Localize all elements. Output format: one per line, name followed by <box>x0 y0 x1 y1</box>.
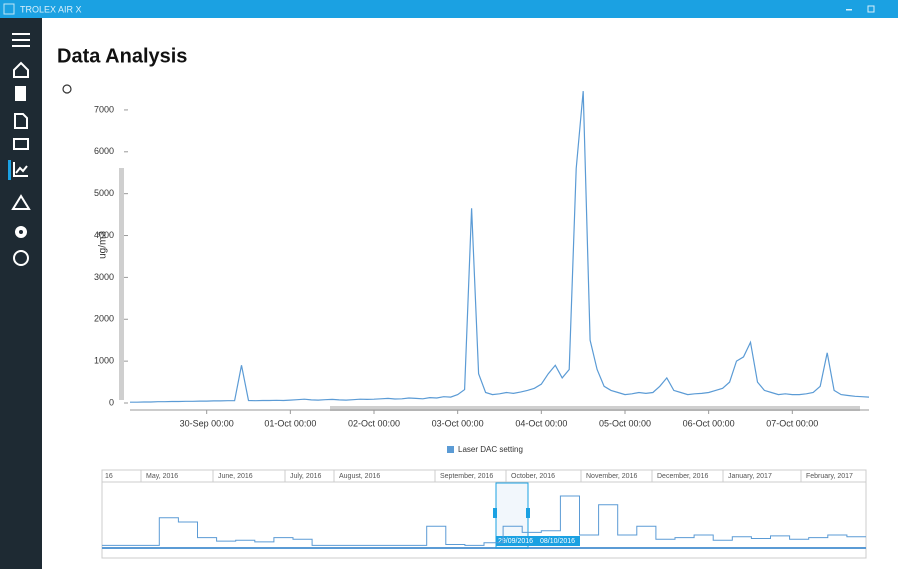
selection-handle[interactable] <box>526 508 530 518</box>
data-line <box>130 91 870 403</box>
month-label: 16 <box>105 473 113 480</box>
x-tick-label: 30-Sep 00:00 <box>180 418 234 428</box>
chart-icon[interactable] <box>13 162 28 177</box>
maximize-button[interactable] <box>867 5 875 13</box>
month-label: August, 2016 <box>339 473 380 480</box>
page-title: Data Analysis <box>57 45 187 67</box>
help-icon[interactable] <box>13 250 29 266</box>
active-indicator <box>8 160 11 180</box>
minimize-button[interactable] <box>846 9 852 11</box>
navigator-line <box>102 495 866 546</box>
month-label: September, 2016 <box>440 473 493 480</box>
month-label: January, 2017 <box>728 473 772 480</box>
collapse-button[interactable] <box>62 84 72 94</box>
alarm-icon[interactable] <box>11 194 31 210</box>
x-tick-label: 03-Oct 00:00 <box>432 418 484 428</box>
y-tick-label: 6000 <box>94 146 114 156</box>
monitor-icon[interactable] <box>13 138 29 150</box>
x-tick-label: 05-Oct 00:00 <box>599 418 651 428</box>
y-tick-label: 1000 <box>94 356 114 366</box>
selection-handle[interactable] <box>493 508 497 518</box>
month-label: July, 2016 <box>290 473 321 480</box>
legend-label: Laser DAC setting <box>458 445 523 454</box>
y-tick-label: 7000 <box>94 104 114 114</box>
settings-icon[interactable] <box>15 226 27 238</box>
x-tick-label: 02-Oct 00:00 <box>348 418 400 428</box>
x-tick-label: 04-Oct 00:00 <box>515 418 567 428</box>
legend-swatch <box>447 446 454 453</box>
x-tick-label: 07-Oct 00:00 <box>766 418 818 428</box>
device-icon[interactable] <box>15 86 26 101</box>
x-tick-label: 06-Oct 00:00 <box>683 418 735 428</box>
report-icon[interactable] <box>14 113 28 129</box>
month-label: February, 2017 <box>806 473 853 480</box>
y-axis-label: ug/m3 <box>98 231 109 259</box>
y-tick-label: 0 <box>109 397 114 407</box>
vertical-scrollbar[interactable] <box>119 168 124 400</box>
x-tick-label: 01-Oct 00:00 <box>264 418 316 428</box>
y-tick-label: 3000 <box>94 272 114 282</box>
sidebar <box>0 18 42 569</box>
month-label: May, 2016 <box>146 473 178 480</box>
y-tick-label: 2000 <box>94 314 114 324</box>
month-label: November, 2016 <box>586 473 637 480</box>
app-icon <box>3 3 15 15</box>
month-label: October, 2016 <box>511 473 555 480</box>
y-tick-label: 4000 <box>94 230 114 240</box>
month-label: June, 2016 <box>218 473 253 480</box>
window-title: TROLEX AIR X <box>20 4 82 14</box>
month-label: December, 2016 <box>657 473 708 480</box>
y-tick-label: 5000 <box>94 188 114 198</box>
title-bar <box>0 0 898 18</box>
horizontal-scrollbar[interactable] <box>330 406 860 411</box>
range-start: 29/09/2016 <box>498 538 533 545</box>
range-label-box <box>496 536 580 546</box>
range-end: 08/10/2016 <box>540 538 575 545</box>
menu-icon[interactable] <box>12 33 30 47</box>
home-icon[interactable] <box>13 61 29 78</box>
